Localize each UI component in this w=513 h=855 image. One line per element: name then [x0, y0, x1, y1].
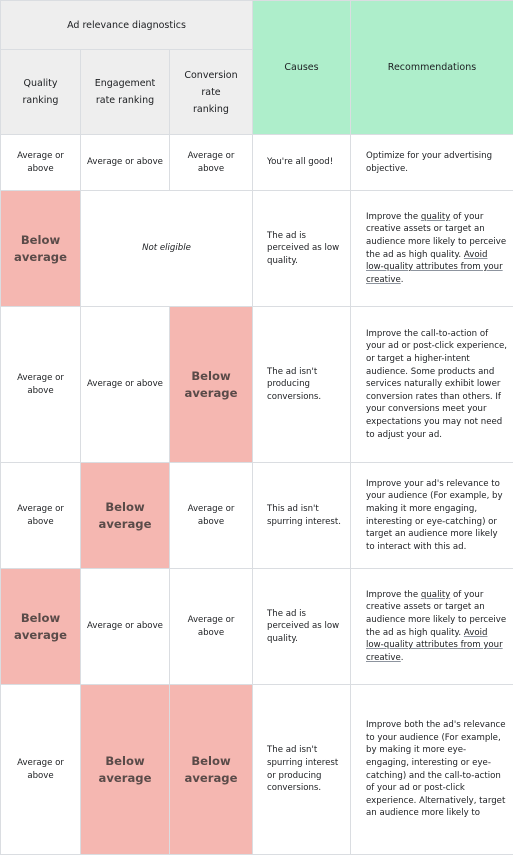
quality-ranking-cell: Average or above — [1, 307, 81, 463]
engagement-rate-ranking-cell: Average or above — [81, 307, 170, 463]
cause-cell: The ad isn't producing conversions. — [253, 307, 351, 463]
table-row: Average or above Below average Below ave… — [1, 685, 513, 855]
causes-header: Causes — [253, 1, 351, 135]
engagement-rate-ranking-cell: Average or above — [81, 135, 170, 191]
recommendation-text: . — [401, 275, 404, 285]
cause-cell: The ad isn't spurring interest or produc… — [253, 685, 351, 855]
ad-relevance-diagnostics-header: Ad relevance diagnostics — [1, 1, 253, 50]
cause-cell: The ad is perceived as low quality. — [253, 569, 351, 685]
table-row: Below average Average or above Average o… — [1, 569, 513, 685]
quality-link[interactable]: quality — [421, 212, 450, 222]
engagement-rate-ranking-cell: Average or above — [81, 569, 170, 685]
recommendation-text: Improve the — [366, 212, 421, 222]
cause-cell: The ad is perceived as low quality. — [253, 191, 351, 307]
quality-ranking-cell: Average or above — [1, 135, 81, 191]
table-row: Average or above Below average Average o… — [1, 463, 513, 569]
engagement-rate-ranking-cell-below: Below average — [81, 463, 170, 569]
table-row: Average or above Average or above Below … — [1, 307, 513, 463]
recommendations-header: Recommendations — [351, 1, 513, 135]
conversion-rate-ranking-header: Conversion rate ranking — [170, 50, 253, 135]
cause-cell: You're all good! — [253, 135, 351, 191]
recommendation-cell: Optimize for your advertising objective. — [351, 135, 513, 191]
quality-ranking-cell: Average or above — [1, 463, 81, 569]
recommendation-cell: Improve the quality of your creative ass… — [351, 191, 513, 307]
conversion-rate-ranking-cell-below: Below average — [170, 685, 253, 855]
recommendation-text: Improve the — [366, 590, 421, 600]
quality-ranking-cell: Average or above — [1, 685, 81, 855]
table-row: Below average Not eligible The ad is per… — [1, 191, 513, 307]
engagement-rate-ranking-cell-below: Below average — [81, 685, 170, 855]
recommendation-cell: Improve the call-to-action of your ad or… — [351, 307, 513, 463]
quality-ranking-cell-below: Below average — [1, 191, 81, 307]
engagement-rate-ranking-header: Engagement rate ranking — [81, 50, 170, 135]
conversion-rate-ranking-cell: Average or above — [170, 463, 253, 569]
conversion-rate-ranking-cell-below: Below average — [170, 307, 253, 463]
quality-link[interactable]: quality — [421, 590, 450, 600]
cause-cell: This ad isn't spurring interest. — [253, 463, 351, 569]
recommendation-text: . — [401, 653, 404, 663]
quality-ranking-header: Quality ranking — [1, 50, 81, 135]
conversion-rate-ranking-cell: Average or above — [170, 135, 253, 191]
quality-ranking-cell-below: Below average — [1, 569, 81, 685]
recommendation-cell: Improve your ad's relevance to your audi… — [351, 463, 513, 569]
recommendation-cell: Improve the quality of your creative ass… — [351, 569, 513, 685]
conversion-rate-ranking-cell: Average or above — [170, 569, 253, 685]
not-eligible-cell: Not eligible — [81, 191, 253, 307]
recommendation-cell: Improve both the ad's relevance to your … — [351, 685, 513, 855]
table-row: Average or above Average or above Averag… — [1, 135, 513, 191]
